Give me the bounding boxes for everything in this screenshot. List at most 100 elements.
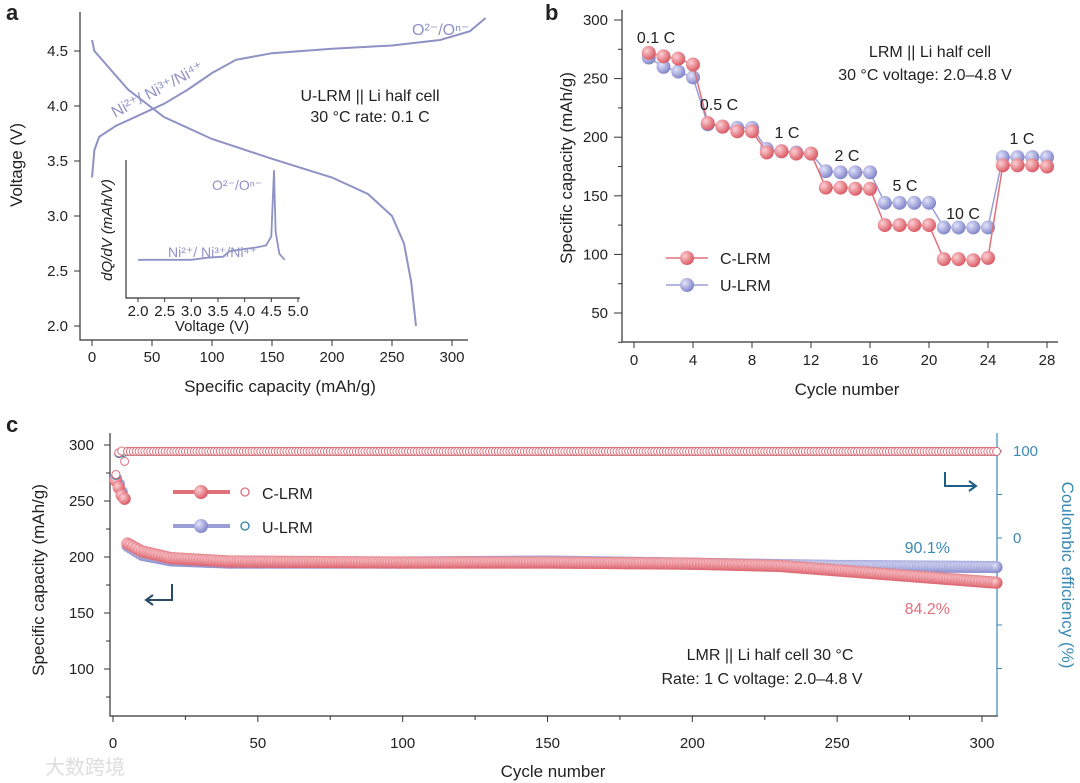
legend-marker-u-lrm bbox=[194, 519, 208, 533]
panel-label-a: a bbox=[6, 0, 19, 25]
x-tick-label-a: 200 bbox=[319, 349, 344, 366]
data-point-c-lrm bbox=[745, 124, 759, 139]
rate-label: 0.5 C bbox=[700, 97, 738, 114]
rate-label: 0.1 C bbox=[637, 30, 675, 47]
x-tick-label-b: 20 bbox=[921, 352, 938, 369]
axes-a bbox=[79, 12, 468, 341]
legend-ce-marker-u-lrm bbox=[240, 521, 250, 531]
data-point-c-lrm bbox=[715, 119, 730, 134]
inset-axes bbox=[125, 160, 300, 299]
data-point-u-lrm bbox=[936, 220, 951, 235]
inset-x-tick-label: 4.5 bbox=[261, 303, 282, 320]
discharge-curve bbox=[91, 39, 417, 327]
rate-capability-plot: 0 4 8 12 16 20 24 28 50 100 150 200 250 300 0.1 C 0.5 C… bbox=[583, 10, 1058, 369]
x-tick-label-b: 28 bbox=[1039, 352, 1056, 369]
x-tick-label-c: 0 bbox=[109, 735, 117, 752]
legend-c-label-c-lrm: C-LRM bbox=[262, 486, 313, 503]
x-tick-label-a: 300 bbox=[439, 349, 464, 366]
data-point-c-lrm bbox=[966, 253, 981, 268]
data-point-c-lrm bbox=[863, 181, 877, 196]
x-tick-label-c: 200 bbox=[680, 735, 705, 752]
data-point-c-lrm bbox=[789, 146, 804, 161]
panel-a: a 0 50 100 150 200 250 300 2.0 2.5 3.0 3.5 4.0 4.5 S… bbox=[6, 0, 487, 396]
inset-y-label: dQ/dV (mAh/V) bbox=[99, 179, 116, 281]
data-point-c-lrm bbox=[774, 144, 789, 159]
data-point-c-lrm bbox=[892, 218, 907, 233]
annotation-c-retention: 84.2% bbox=[905, 601, 950, 618]
data-point-u-lrm bbox=[966, 220, 981, 235]
legend-marker-u-lrm bbox=[680, 278, 694, 292]
dqdv-inset: 2.0 2.5 3.0 3.5 4.0 4.5 5.0 bbox=[125, 160, 308, 320]
y-tick-label-b: 50 bbox=[591, 305, 608, 322]
annotation-a-o: O²⁻/Oⁿ⁻ bbox=[412, 22, 469, 39]
data-point-c-lrm bbox=[656, 49, 671, 64]
y-tick-label-a: 2.5 bbox=[47, 263, 68, 280]
rate-label: 5 C bbox=[893, 178, 918, 195]
data-point-u-lrm bbox=[848, 165, 863, 180]
x-axis-label-b: Cycle number bbox=[795, 380, 900, 399]
data-point-c-lrm bbox=[981, 250, 995, 265]
axes-c bbox=[109, 433, 998, 717]
charge-curve bbox=[91, 17, 487, 178]
ce-point-c-lrm bbox=[991, 446, 1001, 456]
x-tick-label-b: 8 bbox=[748, 352, 756, 369]
legend-c-label-u-lrm: U-LRM bbox=[262, 520, 313, 537]
y-tick-label-b: 200 bbox=[583, 129, 608, 146]
panel-label-b: b bbox=[545, 0, 558, 25]
x-tick-label-b: 0 bbox=[630, 352, 638, 369]
inset-x-tick-label: 2.0 bbox=[128, 303, 149, 320]
data-point-c-lrm bbox=[641, 45, 656, 60]
legend-c bbox=[173, 485, 250, 533]
x-tick-label-c: 250 bbox=[825, 735, 850, 752]
panel-label-c: c bbox=[6, 412, 18, 437]
y-tick-label-c: 100 bbox=[69, 661, 94, 678]
data-point-c-lrm bbox=[1010, 158, 1025, 173]
data-point-c-lrm bbox=[1025, 158, 1040, 173]
data-point-u-lrm bbox=[877, 195, 892, 210]
y-tick-label-b: 250 bbox=[583, 71, 608, 88]
inset-x-tick-label: 3.0 bbox=[181, 303, 202, 320]
legend-b: C-LRM U-LRM bbox=[666, 251, 771, 295]
panel-c: c 0 50 100 150 200 250 3001001502002503000100 … bbox=[6, 412, 1077, 781]
data-point-u-lrm bbox=[818, 164, 833, 179]
y-tick-label-c: 300 bbox=[69, 437, 94, 454]
x-tick-label-a: 0 bbox=[88, 349, 96, 366]
x-axis-label-a: Specific capacity (mAh/g) bbox=[184, 377, 376, 396]
data-point-c-lrm bbox=[848, 181, 863, 196]
y-tick-label-b: 100 bbox=[583, 246, 608, 263]
panel-b: b 0 4 8 12 16 20 24 28 50 100 150 200 250 300 0.1 C 0.5… bbox=[545, 0, 1058, 399]
x-tick-label-a: 250 bbox=[379, 349, 404, 366]
data-point-u-lrm bbox=[907, 195, 922, 210]
data-point-u-lrm bbox=[892, 195, 907, 210]
watermark: 大数跨境 bbox=[45, 756, 125, 779]
x-tick-label-b: 4 bbox=[689, 352, 697, 369]
data-point-u-lrm bbox=[981, 220, 995, 235]
annotation-c-line1: LMR || Li half cell 30 °C bbox=[687, 647, 854, 664]
y-axis-label-b: Specific capacity (mAh/g) bbox=[557, 72, 576, 264]
data-point-c-lrm bbox=[671, 51, 686, 66]
data-point-c-lrm bbox=[700, 116, 715, 131]
data-point-c-lrm bbox=[995, 158, 1010, 173]
x-tick-label-a: 150 bbox=[259, 349, 284, 366]
annotation-u-retention: 90.1% bbox=[905, 540, 950, 557]
y-axis-label-a: Voltage (V) bbox=[7, 123, 26, 207]
legend-marker-c-lrm bbox=[680, 251, 694, 265]
dqdv-curve bbox=[138, 170, 286, 261]
rate-label: 10 C bbox=[946, 206, 980, 223]
data-point-c-lrm bbox=[877, 218, 892, 233]
series-line-c-lrm bbox=[648, 52, 1048, 262]
data-point-c-lrm bbox=[804, 146, 818, 161]
inset-x-tick-label: 2.5 bbox=[154, 303, 175, 320]
y-tick-label-a: 3.0 bbox=[47, 208, 68, 225]
rate-label: 1 C bbox=[775, 125, 800, 142]
x-axis-label-c: Cycle number bbox=[501, 762, 606, 781]
data-point-c-lrm bbox=[686, 57, 700, 72]
data-point-u-lrm bbox=[656, 59, 671, 74]
data-point-u-lrm bbox=[863, 165, 877, 180]
data-point-c-lrm bbox=[818, 180, 833, 195]
data-point-c-lrm bbox=[759, 145, 774, 160]
inset-annotation-ni: Ni²⁺/ Ni³⁺/Ni⁴⁺ bbox=[168, 244, 257, 260]
annotation-b-line2: 30 °C voltage: 2.0–4.8 V bbox=[838, 67, 1012, 84]
data-point-u-lrm bbox=[833, 165, 848, 180]
